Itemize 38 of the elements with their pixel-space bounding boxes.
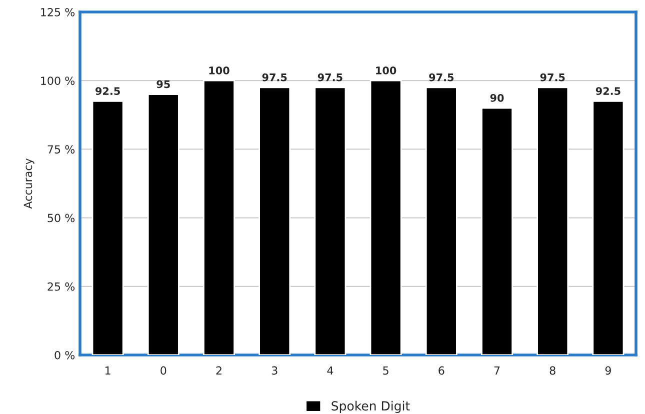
bar [536,86,569,355]
y-tick-label: 125 % [41,8,75,16]
data-label: 95 [156,80,170,88]
bar [203,80,235,355]
data-label: 97.5 [540,73,565,82]
x-tick-label: 1 [105,366,110,375]
data-label: 92.5 [95,87,120,95]
x-tick-label: 4 [327,366,334,375]
data-label: 97.5 [429,73,454,82]
x-tick-label: 0 [160,366,166,375]
x-tick-label: 5 [383,366,388,375]
y-axis-title: Accuracy [24,158,34,209]
y-tick-label: 50 % [48,214,75,222]
y-tick-label: 0 % [54,350,75,360]
data-label: 97.5 [318,73,342,82]
bar [592,100,624,355]
data-label: 90 [490,94,504,102]
bar [370,80,402,355]
bar [425,86,458,355]
x-tick-label: 7 [494,366,500,375]
bar [147,94,180,355]
y-tick-label: 75 % [48,145,75,154]
legend-label: Spoken Digit [332,400,410,414]
x-tick-label: 6 [438,366,444,375]
x-tick-label: 2 [216,366,222,375]
data-label: 97.5 [262,73,287,82]
data-label: 92.5 [596,87,620,95]
x-tick-label: 3 [272,366,278,375]
y-tick-label: 100 % [41,76,75,85]
y-tick-label: 25 % [48,282,75,291]
bar [258,86,291,355]
x-tick-label: 8 [550,366,556,375]
bar [481,107,513,355]
x-tick-label: 9 [605,366,611,375]
bar [314,86,346,355]
data-label: 100 [209,66,230,74]
bar [92,100,124,355]
data-label: 100 [376,66,396,74]
